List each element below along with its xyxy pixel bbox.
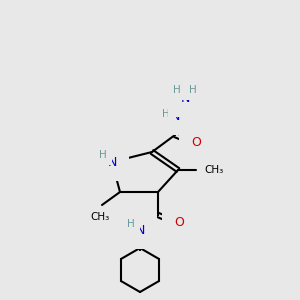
Text: N: N bbox=[135, 224, 145, 236]
Text: H: H bbox=[99, 150, 107, 160]
Text: H: H bbox=[162, 109, 170, 119]
Text: O: O bbox=[191, 136, 201, 148]
Text: H: H bbox=[189, 85, 197, 95]
Text: CH₃: CH₃ bbox=[90, 212, 110, 222]
Text: N: N bbox=[180, 92, 190, 104]
Text: CH₃: CH₃ bbox=[204, 165, 223, 175]
Text: N: N bbox=[107, 155, 117, 169]
Text: H: H bbox=[173, 85, 181, 95]
Text: H: H bbox=[127, 219, 135, 229]
Text: N: N bbox=[170, 110, 180, 122]
Text: O: O bbox=[174, 215, 184, 229]
